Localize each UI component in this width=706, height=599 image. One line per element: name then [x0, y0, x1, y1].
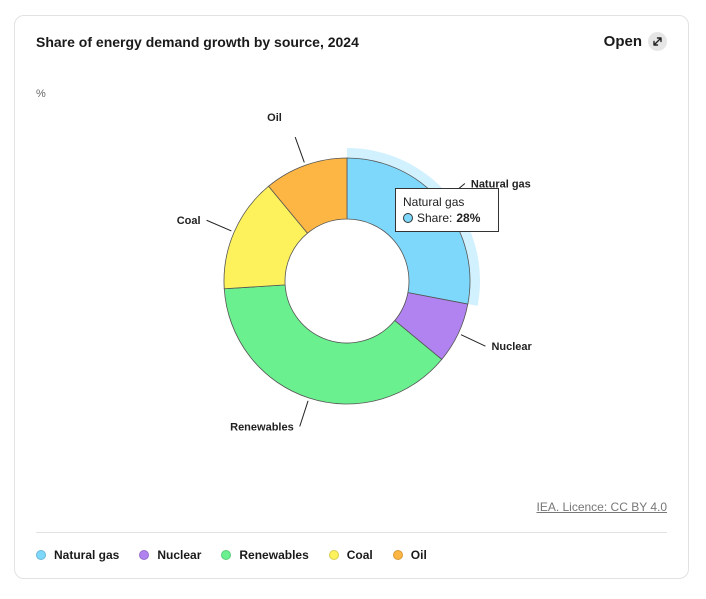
- tooltip-value: 28%: [456, 211, 481, 225]
- legend-item-nuclear[interactable]: Nuclear: [139, 548, 201, 562]
- open-button[interactable]: Open: [604, 32, 667, 51]
- divider: [36, 532, 667, 533]
- legend-swatch: [139, 550, 150, 560]
- legend-label: Coal: [346, 548, 373, 562]
- legend-swatch: [221, 550, 232, 560]
- slice-label-natural-gas: Natural gas: [471, 178, 531, 190]
- legend-item-coal[interactable]: Coal: [328, 548, 373, 562]
- legend-label: Oil: [410, 548, 427, 562]
- legend-swatch: [36, 550, 46, 560]
- licence-link[interactable]: IEA. Licence: CC BY 4.0: [536, 500, 667, 514]
- legend-label: Renewables: [239, 548, 309, 562]
- legend-label: Nuclear: [157, 548, 202, 562]
- legend-label: Natural gas: [54, 548, 120, 562]
- leader-line-oil: [294, 136, 305, 163]
- legend-swatch: [328, 550, 339, 560]
- tooltip-swatch: [403, 213, 413, 223]
- slice-label-nuclear: Nuclear: [491, 341, 532, 353]
- legend-item-oil[interactable]: Oil: [392, 548, 427, 562]
- legend-item-natural-gas[interactable]: Natural gas: [36, 548, 119, 562]
- slice-renewables[interactable]: [223, 284, 443, 405]
- slice-label-oil: Oil: [267, 112, 282, 124]
- open-button-label: Open: [603, 33, 642, 50]
- tooltip-label: Share:: [417, 211, 453, 225]
- leader-line-renewables: [299, 400, 309, 427]
- legend-item-renewables[interactable]: Renewables: [221, 548, 309, 562]
- tooltip: Natural gas Share: 28%: [395, 188, 499, 232]
- chart-title: Share of energy demand growth by source,…: [36, 34, 359, 50]
- tooltip-title: Natural gas: [403, 195, 465, 209]
- slice-oil[interactable]: [268, 157, 348, 234]
- unit-label: %: [36, 88, 46, 100]
- slice-label-renewables: Renewables: [230, 422, 294, 434]
- legend: Natural gas Nuclear Renewables Coal Oil: [36, 548, 427, 562]
- chart-card: Share of energy demand growth by source,…: [14, 15, 689, 579]
- slice-label-coal: Coal: [177, 215, 201, 227]
- leader-line-nuclear: [460, 334, 486, 347]
- expand-arrows-icon: [648, 32, 667, 51]
- leader-line-coal: [206, 219, 232, 232]
- legend-swatch: [392, 550, 403, 560]
